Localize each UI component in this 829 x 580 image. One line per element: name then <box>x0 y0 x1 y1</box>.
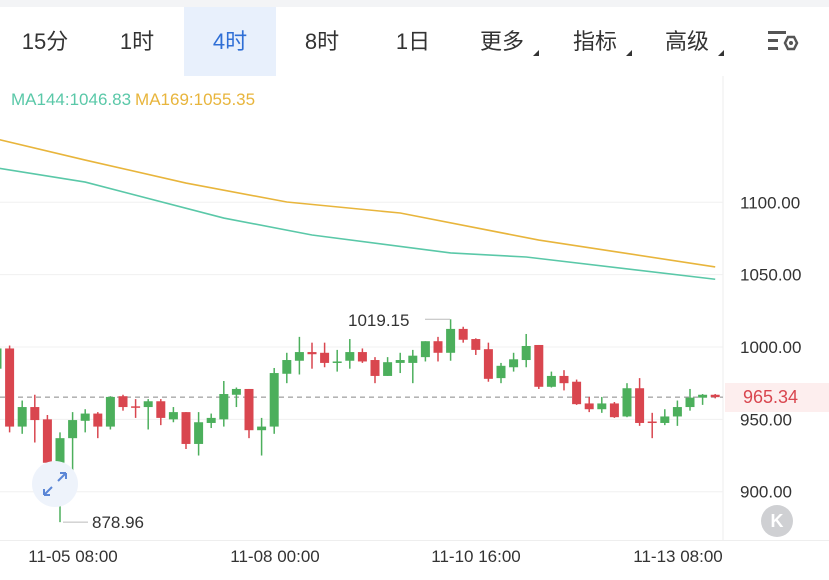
candle-body <box>244 388 254 431</box>
tab-1h[interactable]: 1时 <box>119 29 155 54</box>
candle-body <box>206 417 216 423</box>
candle-body <box>17 407 27 427</box>
current-price-tag: 965.34 <box>725 383 829 412</box>
candle-body <box>584 403 594 410</box>
ma144-legend: MA144:1046.83 <box>11 90 132 109</box>
candle-body <box>534 344 544 387</box>
ma169-legend: MA169:1055.35 <box>135 90 256 109</box>
tab-advanced-label: 高级 <box>664 29 709 54</box>
candle-body <box>609 403 619 418</box>
y-tick-label: 900.00 <box>740 483 792 502</box>
y-tick-label: 1050.00 <box>740 266 801 285</box>
y-tick-label: 950.00 <box>740 410 792 429</box>
candle-body <box>5 348 15 427</box>
candle-body <box>118 396 128 408</box>
x-tick-label: 11-05 08:00 <box>28 547 118 566</box>
tab-indicators[interactable]: 指标 <box>567 7 632 76</box>
ma-legend: MA144:1046.83 MA169:1055.35 <box>11 90 255 110</box>
candle-body <box>282 360 292 374</box>
candle-body <box>622 388 632 417</box>
high-annotation: 1019.15 <box>348 311 410 330</box>
x-tick-label: 11-10 16:00 <box>431 547 521 566</box>
candle-body <box>672 407 682 417</box>
candle-body <box>269 373 279 427</box>
expand-arrows-icon <box>43 472 67 496</box>
candle-body <box>395 360 405 363</box>
ma144-line <box>0 167 716 281</box>
candle-body <box>257 426 267 431</box>
tab-more-label: 更多 <box>479 29 524 54</box>
candle-body <box>131 406 141 408</box>
candle-body <box>231 388 241 395</box>
tab-1d[interactable]: 1日 <box>395 29 431 54</box>
candle-body <box>93 413 103 427</box>
candle-body <box>408 355 418 363</box>
candle-body <box>143 401 153 408</box>
timeframe-tabs: 15分 1时 4时 8时 1日 更多 指标 高级 <box>0 7 829 76</box>
tab-more[interactable]: 更多 <box>474 7 539 76</box>
top-strip <box>0 0 829 7</box>
candle-body <box>647 421 657 424</box>
candle-body <box>345 352 355 361</box>
candle-body <box>42 419 52 463</box>
tab-advanced[interactable]: 高级 <box>659 7 724 76</box>
candle-body <box>597 403 607 410</box>
candle-body <box>660 416 670 423</box>
candle-body <box>30 407 40 421</box>
ma169-line <box>0 138 716 268</box>
dropdown-triangle-icon <box>718 50 724 56</box>
candle-body <box>294 352 304 361</box>
candle-body <box>698 394 708 398</box>
y-tick-label: 1000.00 <box>740 338 801 357</box>
time-axis: 11-05 08:00 11-08 00:00 11-10 16:00 11-1… <box>0 540 829 580</box>
candle-body <box>68 420 78 439</box>
candle-body <box>635 388 645 423</box>
candle-body <box>685 397 695 408</box>
dropdown-triangle-icon <box>626 50 632 56</box>
candle-body <box>572 381 582 405</box>
candle-body <box>420 341 430 358</box>
candle-body <box>55 438 65 463</box>
candle-body <box>509 359 519 368</box>
candle-body <box>181 412 191 444</box>
candle-body <box>458 328 468 340</box>
candle-body <box>370 360 380 376</box>
x-tick-label: 11-08 00:00 <box>230 547 320 566</box>
tab-4h[interactable]: 4时 <box>184 7 276 76</box>
candle-body <box>496 365 506 379</box>
candle-body <box>168 412 178 420</box>
candle-body <box>320 352 330 363</box>
fullscreen-toggle-button[interactable] <box>32 461 78 507</box>
candle-body <box>357 352 367 362</box>
candle-body <box>194 422 204 444</box>
tab-indicators-label: 指标 <box>572 29 617 54</box>
current-price: 965.34 <box>743 387 799 407</box>
candle-body <box>521 345 531 361</box>
x-tick-label: 11-13 08:00 <box>633 547 723 566</box>
candle-body <box>307 352 317 355</box>
candle-body <box>433 341 443 353</box>
candle-body <box>332 361 342 363</box>
candle-body <box>710 394 720 398</box>
candle-body <box>446 328 456 353</box>
candle-body <box>471 339 481 350</box>
jump-to-latest-button[interactable]: K <box>761 505 793 537</box>
candle-body <box>546 375 556 387</box>
dropdown-triangle-icon <box>533 50 539 56</box>
candle-body <box>0 348 2 369</box>
candle-body <box>156 401 166 418</box>
candle-body <box>80 413 90 421</box>
candle-body <box>559 375 569 384</box>
candle-body <box>483 349 493 379</box>
chart-settings-icon[interactable] <box>766 28 800 56</box>
candlestick-chart[interactable]: 1100.00 1050.00 1000.00 950.00 900.00 <box>0 76 829 540</box>
y-tick-label: 1100.00 <box>740 193 800 212</box>
low-annotation: 878.96 <box>92 513 144 532</box>
tab-8h[interactable]: 8时 <box>304 29 340 54</box>
candle-body <box>383 362 393 376</box>
candle-body <box>219 394 229 420</box>
candle-body <box>105 396 115 427</box>
tab-15m[interactable]: 15分 <box>21 29 69 54</box>
